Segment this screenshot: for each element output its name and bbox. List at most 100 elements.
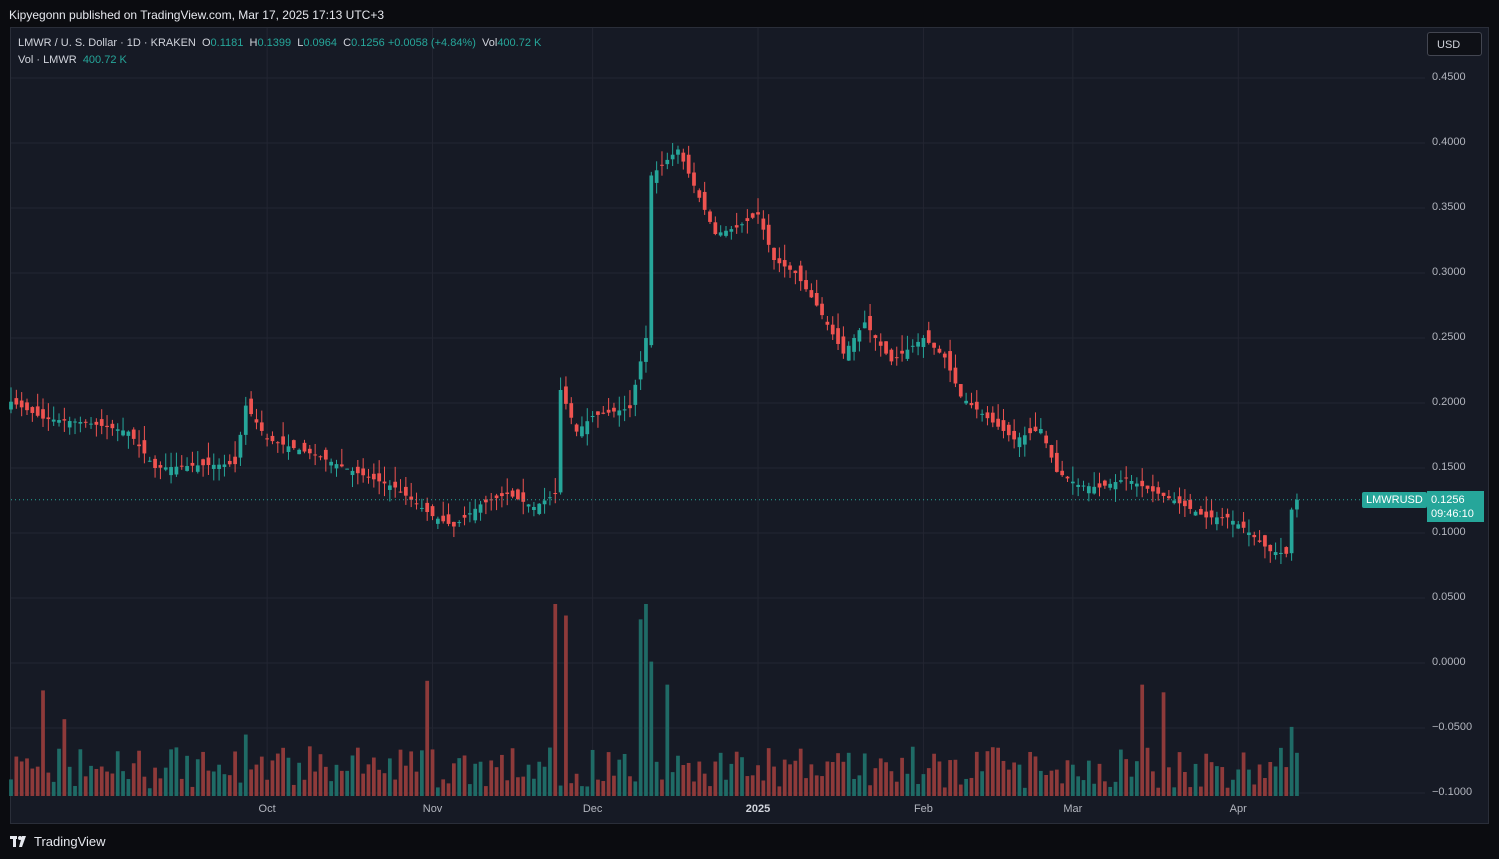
price-axis-label: 0.3500 xyxy=(1432,201,1466,213)
candle-body xyxy=(265,438,269,440)
volume-bar xyxy=(841,761,846,796)
volume-bar xyxy=(777,786,782,796)
volume-bar xyxy=(740,757,744,796)
volume-bar xyxy=(1161,692,1166,796)
candle-body xyxy=(9,401,13,410)
candle-body xyxy=(153,458,157,468)
candle-body xyxy=(713,222,718,234)
volume-bar xyxy=(1257,764,1262,796)
volume-bar xyxy=(62,719,67,796)
currency-button[interactable]: USD xyxy=(1427,32,1482,56)
volume-bar xyxy=(926,768,931,796)
volume-bar xyxy=(67,766,72,796)
candle-body xyxy=(297,449,302,455)
legend-high-label: H xyxy=(249,37,258,49)
volume-bar xyxy=(1097,763,1102,796)
candle-body xyxy=(681,152,686,162)
volume-bar xyxy=(612,775,616,796)
legend-ticker[interactable]: LMWR / U. S. Dollar · 1D · KRAKEN xyxy=(18,37,196,49)
volume-bar xyxy=(233,751,237,796)
symbol-price-label: LMWRUSD xyxy=(1362,492,1427,508)
price-axis-label: 0.4500 xyxy=(1432,71,1466,83)
candle-body xyxy=(99,419,104,426)
volume-bar xyxy=(537,761,542,796)
candle-body xyxy=(1209,510,1214,518)
candle-body xyxy=(612,407,616,412)
candle-body xyxy=(1108,483,1113,488)
candle-body xyxy=(318,456,323,458)
candle-body xyxy=(14,398,19,405)
candle-body xyxy=(1295,499,1299,510)
candle-body xyxy=(1220,517,1225,519)
volume-bar xyxy=(489,760,494,796)
volume-bar xyxy=(249,769,253,796)
volume-bar xyxy=(948,760,952,796)
candle-body xyxy=(121,430,125,436)
candle-body xyxy=(953,367,958,384)
volume-bar xyxy=(686,762,691,796)
candle-body xyxy=(820,303,824,316)
volume-bar xyxy=(89,765,93,796)
volume-bar xyxy=(494,767,499,796)
volume-bar xyxy=(526,764,531,796)
candle-body xyxy=(1161,492,1166,496)
candle-body xyxy=(1199,509,1203,515)
candle-body xyxy=(724,230,728,236)
candle-body xyxy=(94,421,99,425)
volume-bar xyxy=(633,781,638,796)
volume-bar xyxy=(217,764,221,796)
legend-volume-value: 400.72 K xyxy=(497,37,542,49)
candle-body xyxy=(537,503,542,514)
volume-bar xyxy=(382,773,387,796)
candle-body xyxy=(580,426,584,437)
volume-bar xyxy=(1060,783,1065,796)
volume-bar xyxy=(942,787,947,796)
candle-body xyxy=(78,422,83,424)
candle-body xyxy=(761,218,766,230)
candle-body xyxy=(137,444,141,447)
candle-body xyxy=(521,492,526,502)
candle-body xyxy=(1012,430,1017,440)
volume-bar xyxy=(1183,771,1187,796)
volume-bar xyxy=(521,776,526,796)
volume-bar xyxy=(857,775,862,796)
volume-bar xyxy=(985,751,990,796)
volume-series-label[interactable]: Vol · LMWR xyxy=(18,54,77,66)
volume-bar xyxy=(932,753,936,796)
candle-body xyxy=(1070,481,1075,484)
candle-body xyxy=(1268,544,1273,552)
candle-body xyxy=(1076,484,1081,487)
volume-bar xyxy=(1167,767,1171,796)
candle-body xyxy=(147,460,152,462)
last-price-tag: 0.1256 09:46:10 xyxy=(1427,491,1484,522)
volume-bar xyxy=(900,757,904,796)
candle-body xyxy=(190,462,195,466)
bar-countdown: 09:46:10 xyxy=(1431,508,1474,520)
candle-body xyxy=(105,425,109,428)
candle-body xyxy=(804,280,808,290)
volume-bar xyxy=(697,761,702,796)
candle-body xyxy=(1215,517,1219,525)
candle-body xyxy=(564,386,568,404)
volume-bar xyxy=(974,751,979,796)
volume-bar xyxy=(1044,775,1049,796)
volume-bar xyxy=(222,774,227,796)
volume-bar xyxy=(329,781,334,796)
volume-bar xyxy=(564,615,568,796)
candle-body xyxy=(558,390,563,493)
candle-body xyxy=(1257,540,1262,542)
volume-bar xyxy=(1070,764,1075,796)
volume-bar xyxy=(265,779,269,796)
volume-bar xyxy=(878,758,883,796)
volume-bar xyxy=(163,767,168,796)
volume-bar xyxy=(1113,781,1118,796)
candle-body xyxy=(163,467,168,470)
candle-body xyxy=(1044,435,1049,444)
volume-bar xyxy=(590,749,595,796)
volume-bar xyxy=(809,764,814,796)
candle-body xyxy=(601,412,606,414)
candle-body xyxy=(46,417,51,420)
candle-body xyxy=(339,464,344,467)
volume-bar xyxy=(307,746,312,796)
